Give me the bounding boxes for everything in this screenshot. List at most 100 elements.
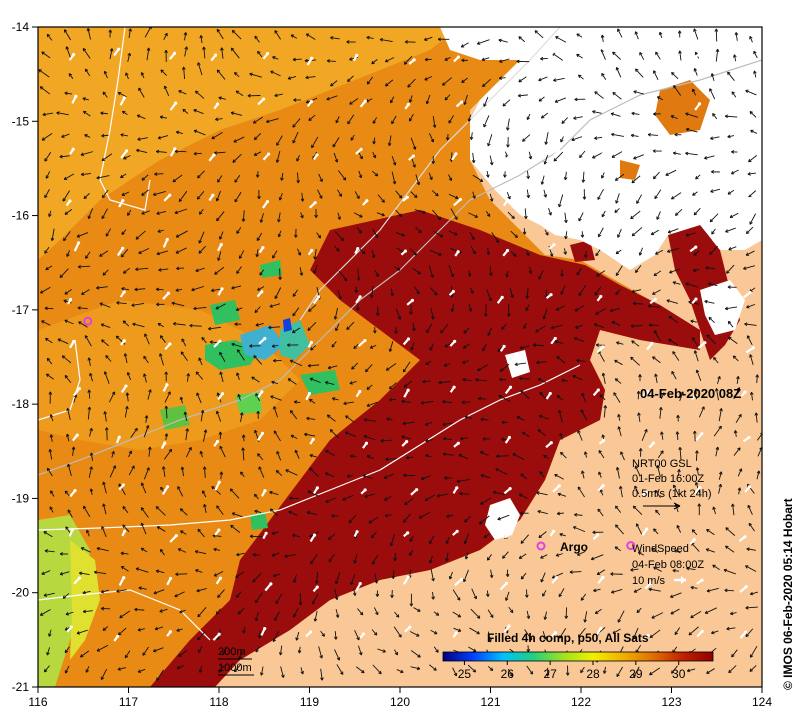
current-vector — [175, 247, 187, 254]
current-vector — [601, 172, 605, 179]
current-vector — [256, 232, 263, 241]
current-vector-head — [559, 532, 563, 537]
current-vector-head — [397, 316, 402, 320]
current-vector — [690, 586, 698, 589]
current-vector — [309, 377, 321, 384]
current-vector — [318, 173, 323, 182]
current-vector — [601, 210, 606, 218]
current-vector — [576, 267, 583, 276]
current-vector-head — [424, 77, 428, 81]
current-vector — [276, 135, 283, 146]
current-vector-head — [349, 101, 353, 105]
current-vector — [510, 230, 518, 238]
current-vector — [274, 93, 283, 97]
current-vector — [215, 118, 223, 120]
current-vector — [618, 426, 622, 437]
current-vector — [564, 171, 567, 180]
current-vector-head — [100, 589, 105, 594]
current-vector-head — [444, 57, 448, 61]
current-vector — [255, 612, 259, 622]
current-vector-head — [647, 132, 652, 137]
current-vector-head — [597, 196, 601, 200]
current-vector-head — [354, 289, 358, 293]
current-vector — [659, 407, 662, 419]
current-vector — [180, 396, 183, 404]
current-vector — [537, 510, 548, 515]
current-vector-head — [601, 372, 606, 377]
current-vector-head — [592, 155, 596, 159]
current-vector-head — [196, 392, 200, 396]
current-vector — [143, 373, 147, 383]
current-vector — [64, 288, 72, 295]
current-vector — [385, 57, 395, 63]
current-vector-head — [509, 609, 514, 614]
current-vector — [259, 269, 265, 276]
current-vector-head — [433, 631, 438, 635]
wind-vector-head — [743, 390, 747, 394]
current-vector-head — [211, 288, 215, 293]
wind-vector-head — [693, 393, 697, 398]
current-vector-head — [252, 553, 256, 557]
current-vector-head — [425, 100, 430, 105]
current-vector — [616, 666, 624, 677]
current-vector — [725, 227, 736, 233]
wind-vector-head — [460, 100, 464, 104]
current-vector — [307, 322, 317, 331]
current-vector — [146, 47, 150, 61]
current-vector-head — [501, 420, 505, 425]
current-vector — [429, 664, 437, 671]
current-vector-head — [152, 192, 157, 197]
current-vector — [671, 665, 678, 674]
wind-vector-head — [599, 294, 603, 299]
current-vector-head — [730, 611, 734, 616]
wind-vector-head — [453, 339, 457, 344]
current-vector-head — [439, 234, 444, 238]
current-vector — [507, 668, 513, 677]
current-vector — [370, 531, 377, 539]
current-vector — [442, 422, 453, 426]
current-vector — [160, 549, 165, 556]
current-vector — [64, 92, 72, 95]
current-vector-head — [745, 565, 749, 569]
wind-vector-head — [260, 390, 264, 394]
current-vector-head — [362, 250, 366, 255]
current-vector — [309, 398, 316, 404]
current-vector — [443, 363, 451, 367]
current-vector — [556, 395, 564, 401]
current-vector — [748, 190, 757, 198]
current-vector-head — [592, 530, 596, 535]
current-vector-head — [460, 436, 464, 441]
current-vector-head — [430, 138, 435, 143]
wind-vector-head — [452, 385, 456, 389]
current-vector — [200, 451, 203, 458]
current-vector — [677, 469, 680, 477]
current-vector-head — [45, 337, 49, 342]
current-vector — [50, 490, 55, 497]
current-vector-head — [510, 294, 514, 299]
current-vector-head — [372, 120, 377, 124]
current-vector — [197, 646, 203, 653]
current-vector — [723, 569, 736, 575]
current-vector-head — [564, 235, 568, 240]
current-vector-head — [177, 548, 182, 552]
wind-vector-head — [217, 632, 221, 636]
current-vector — [39, 86, 51, 95]
current-vector — [292, 118, 301, 128]
current-vector — [655, 51, 661, 60]
current-vector — [572, 375, 583, 381]
current-vector — [105, 355, 112, 362]
wind-vector-head — [694, 245, 698, 249]
current-vector — [426, 94, 431, 105]
current-vector-head — [614, 177, 619, 181]
current-vector-head — [632, 635, 636, 640]
current-vector-head — [456, 479, 460, 483]
current-vector-head — [704, 156, 708, 160]
current-vector-head — [746, 335, 751, 339]
current-vector-head — [251, 376, 255, 380]
current-vector-head — [433, 667, 437, 671]
current-vector-head — [254, 617, 259, 622]
current-vector — [481, 57, 490, 61]
current-vector-head — [724, 588, 728, 593]
current-vector — [304, 433, 316, 437]
wind-vector-head — [551, 529, 556, 533]
